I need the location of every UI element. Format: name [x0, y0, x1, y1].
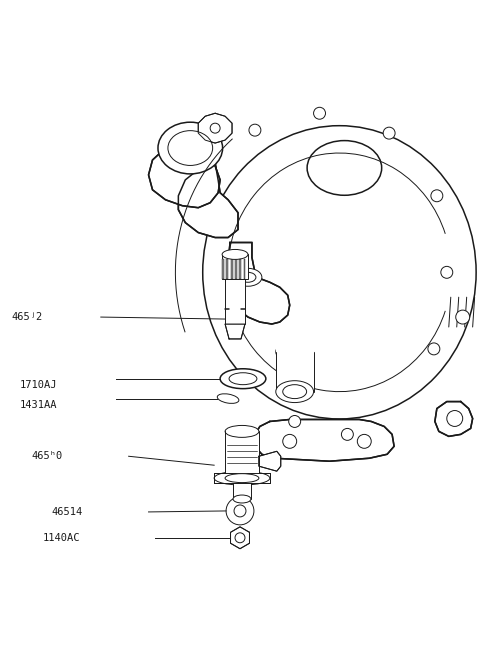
Polygon shape: [198, 113, 232, 143]
Circle shape: [234, 505, 246, 517]
Ellipse shape: [214, 471, 270, 485]
Polygon shape: [228, 242, 290, 324]
Text: 465ʲ2: 465ʲ2: [12, 312, 43, 322]
Circle shape: [383, 127, 395, 139]
Ellipse shape: [225, 426, 259, 438]
Ellipse shape: [203, 125, 476, 419]
Circle shape: [357, 434, 371, 448]
Circle shape: [226, 497, 254, 525]
Ellipse shape: [168, 131, 213, 166]
Polygon shape: [179, 163, 238, 238]
Polygon shape: [435, 401, 473, 436]
Ellipse shape: [307, 141, 382, 195]
Circle shape: [288, 415, 300, 428]
Polygon shape: [214, 473, 270, 483]
Circle shape: [447, 411, 463, 426]
Polygon shape: [255, 419, 394, 461]
Ellipse shape: [222, 250, 248, 260]
Bar: [231, 260, 232, 279]
Bar: [225, 432, 259, 473]
Bar: [276, 337, 313, 392]
Circle shape: [431, 190, 443, 202]
Circle shape: [441, 266, 453, 279]
Ellipse shape: [234, 268, 262, 286]
Ellipse shape: [158, 122, 223, 174]
Ellipse shape: [283, 384, 307, 399]
Bar: [240, 260, 241, 279]
Circle shape: [313, 107, 325, 119]
Bar: [222, 260, 224, 279]
Polygon shape: [230, 527, 250, 549]
Circle shape: [283, 434, 297, 448]
Circle shape: [456, 310, 469, 324]
Text: 465ʰ0: 465ʰ0: [31, 451, 62, 461]
Circle shape: [210, 124, 220, 133]
Bar: [227, 260, 228, 279]
Ellipse shape: [229, 373, 257, 384]
Ellipse shape: [276, 341, 313, 363]
Bar: [222, 254, 248, 279]
Bar: [244, 260, 245, 279]
Polygon shape: [259, 451, 281, 471]
Ellipse shape: [220, 369, 266, 389]
Polygon shape: [148, 138, 220, 208]
Bar: [225, 279, 245, 324]
Text: 1140AC: 1140AC: [43, 533, 81, 543]
Circle shape: [235, 533, 245, 543]
Text: 1431AA: 1431AA: [19, 399, 57, 409]
Ellipse shape: [276, 380, 313, 403]
Bar: [235, 260, 237, 279]
Circle shape: [341, 428, 353, 440]
Ellipse shape: [225, 474, 259, 483]
Text: 1710AJ: 1710AJ: [19, 380, 57, 390]
Circle shape: [428, 343, 440, 355]
Ellipse shape: [240, 273, 256, 283]
Text: 46514: 46514: [51, 507, 83, 517]
Bar: [233, 483, 251, 499]
Ellipse shape: [233, 495, 251, 503]
Circle shape: [249, 124, 261, 136]
Polygon shape: [225, 324, 245, 339]
Ellipse shape: [217, 394, 239, 403]
